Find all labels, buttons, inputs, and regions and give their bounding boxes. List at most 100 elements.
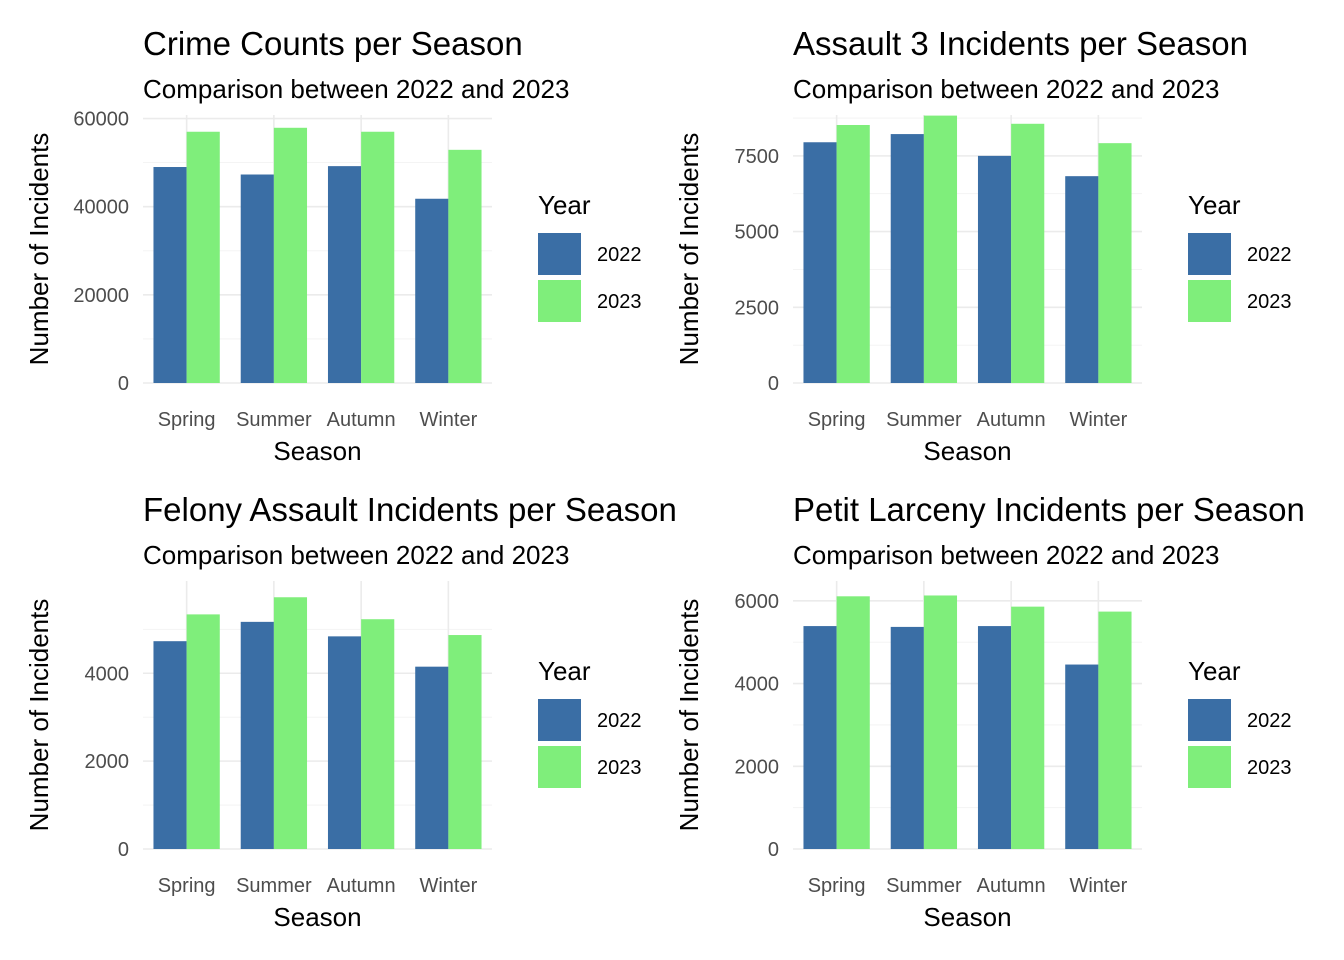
legend-title: Year xyxy=(538,190,591,220)
bar-winter-2023 xyxy=(1098,611,1132,849)
x-axis-title: Season xyxy=(273,902,361,932)
x-tick-label: Spring xyxy=(158,875,216,897)
chart-subtitle: Comparison between 2022 and 2023 xyxy=(143,540,569,570)
legend-swatch-2023 xyxy=(538,746,581,788)
legend: Year 2022 2023 xyxy=(538,190,642,322)
chart-subtitle: Comparison between 2022 and 2023 xyxy=(793,540,1219,570)
bar-spring-2023 xyxy=(836,596,870,849)
y-tick-label: 0 xyxy=(118,373,129,395)
x-tick-label: Winter xyxy=(1069,409,1127,431)
bar-winter-2023 xyxy=(448,149,482,383)
y-tick-label: 0 xyxy=(118,839,129,861)
x-tick-label: Autumn xyxy=(327,875,396,897)
x-tick-label: Spring xyxy=(808,875,866,897)
legend-title: Year xyxy=(1188,656,1241,686)
bar-autumn-2022 xyxy=(977,155,1012,383)
x-axis-title: Season xyxy=(923,436,1011,466)
x-tick-label: Autumn xyxy=(327,409,396,431)
bar-autumn-2022 xyxy=(977,626,1012,849)
y-axis-title: Number of Incidents xyxy=(24,599,54,832)
y-tick-label: 60000 xyxy=(73,109,129,131)
legend-label-2023: 2023 xyxy=(1247,291,1292,313)
chart-title: Felony Assault Incidents per Season xyxy=(143,491,677,528)
y-tick-label: 2000 xyxy=(85,751,130,773)
x-tick-label: Spring xyxy=(808,409,866,431)
legend-label-2022: 2022 xyxy=(1247,244,1292,266)
bar-winter-2023 xyxy=(448,635,482,849)
bar-spring-2022 xyxy=(153,167,187,383)
x-tick-label: Spring xyxy=(158,409,216,431)
bar-summer-2023 xyxy=(273,127,308,383)
bar-autumn-2023 xyxy=(1011,123,1045,383)
legend-swatch-2022 xyxy=(1188,233,1231,275)
legend-swatch-2022 xyxy=(1188,699,1231,741)
legend-label-2022: 2022 xyxy=(597,244,642,266)
chart-panel-4: Petit Larceny Incidents per Season Compar… xyxy=(674,491,1305,932)
legend-title: Year xyxy=(538,656,591,686)
bar-summer-2022 xyxy=(890,626,924,849)
bars xyxy=(153,597,482,849)
y-tick-label: 40000 xyxy=(73,197,129,219)
y-tick-label: 2000 xyxy=(735,756,780,778)
bar-spring-2023 xyxy=(186,131,220,383)
bar-winter-2022 xyxy=(1065,664,1099,849)
legend-swatch-2022 xyxy=(538,233,581,275)
bar-winter-2022 xyxy=(1065,176,1099,383)
bar-autumn-2023 xyxy=(361,131,395,383)
x-axis-title: Season xyxy=(273,436,361,466)
legend-swatch-2023 xyxy=(1188,280,1231,322)
bar-summer-2022 xyxy=(890,134,924,383)
bar-autumn-2023 xyxy=(361,619,395,849)
y-tick-label: 4000 xyxy=(735,674,780,696)
bars xyxy=(153,127,482,383)
legend-swatch-2023 xyxy=(1188,746,1231,788)
legend-label-2022: 2022 xyxy=(597,710,642,732)
y-tick-label: 6000 xyxy=(735,591,780,613)
bar-spring-2023 xyxy=(836,124,870,383)
bar-winter-2022 xyxy=(415,198,449,383)
y-tick-label: 0 xyxy=(768,373,779,395)
legend-title: Year xyxy=(1188,190,1241,220)
legend-swatch-2023 xyxy=(538,280,581,322)
chart-title: Crime Counts per Season xyxy=(143,25,523,62)
x-tick-label: Winter xyxy=(1069,875,1127,897)
legend: Year 2022 2023 xyxy=(1188,656,1292,788)
y-axis-title: Number of Incidents xyxy=(674,133,704,366)
x-tick-label: Autumn xyxy=(977,875,1046,897)
x-tick-label: Summer xyxy=(886,875,962,897)
x-tick-label: Winter xyxy=(419,409,477,431)
chart-panel-1: Crime Counts per Season Comparison betwee… xyxy=(24,25,642,466)
y-tick-label: 0 xyxy=(768,839,779,861)
bar-spring-2022 xyxy=(803,142,837,383)
bar-winter-2023 xyxy=(1098,143,1132,383)
y-tick-label: 2500 xyxy=(735,297,780,319)
x-tick-label: Summer xyxy=(236,875,312,897)
bar-summer-2022 xyxy=(240,621,274,849)
x-tick-label: Summer xyxy=(886,409,962,431)
x-tick-label: Summer xyxy=(236,409,312,431)
legend-label-2023: 2023 xyxy=(597,757,642,779)
bar-summer-2022 xyxy=(240,174,274,383)
chart-panel-3: Felony Assault Incidents per Season Compa… xyxy=(24,491,677,932)
legend-swatch-2022 xyxy=(538,699,581,741)
x-tick-label: Winter xyxy=(419,875,477,897)
chart-title: Petit Larceny Incidents per Season xyxy=(793,491,1305,528)
y-tick-label: 20000 xyxy=(73,285,129,307)
chart-title: Assault 3 Incidents per Season xyxy=(793,25,1248,62)
chart-subtitle: Comparison between 2022 and 2023 xyxy=(793,74,1219,104)
legend-label-2023: 2023 xyxy=(1247,757,1292,779)
bar-spring-2023 xyxy=(186,614,220,849)
chart-panel-2: Assault 3 Incidents per Season Comparison… xyxy=(674,25,1292,466)
legend: Year 2022 2023 xyxy=(538,656,642,788)
bar-spring-2022 xyxy=(153,641,187,849)
bar-autumn-2023 xyxy=(1011,606,1045,849)
y-tick-label: 7500 xyxy=(735,146,780,168)
y-axis-title: Number of Incidents xyxy=(24,133,54,366)
bar-spring-2022 xyxy=(803,626,837,849)
bar-winter-2022 xyxy=(415,666,449,849)
legend: Year 2022 2023 xyxy=(1188,190,1292,322)
bars xyxy=(803,115,1132,383)
bar-summer-2023 xyxy=(273,597,308,849)
x-axis-title: Season xyxy=(923,902,1011,932)
